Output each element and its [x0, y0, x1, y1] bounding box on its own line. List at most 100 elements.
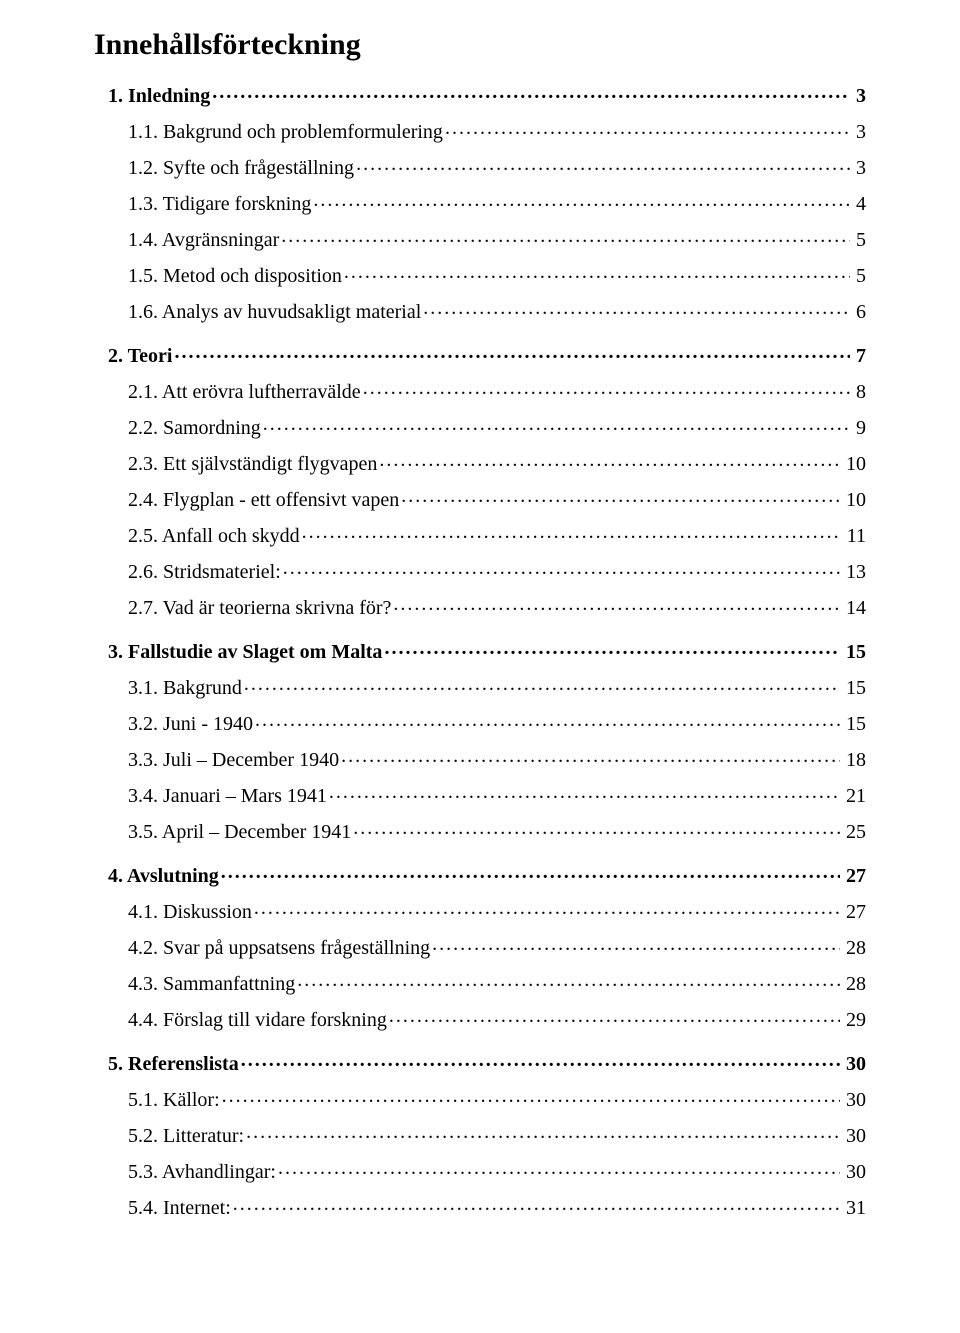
- toc-entry-label: 1.2. Syfte och frågeställning: [128, 158, 354, 178]
- toc-entry-page: 27: [842, 866, 866, 886]
- document-page: Innehållsförteckning 1. Inledning 3 1.1. B…: [0, 0, 960, 1333]
- toc-leader-dots: [212, 82, 850, 102]
- toc-leader-dots: [281, 226, 850, 246]
- toc-leader-dots: [302, 522, 841, 542]
- toc-entry-page: 11: [843, 526, 866, 546]
- toc-entry-page: 28: [842, 974, 866, 994]
- toc-leader-dots: [241, 1050, 840, 1070]
- toc-entry-label: 4. Avslutning: [108, 866, 219, 886]
- toc-leader-dots: [363, 378, 850, 398]
- toc-entry-level2: 1.6. Analys av huvudsakligt material 6: [94, 298, 866, 322]
- toc-entry-label: 2.7. Vad är teorierna skrivna för?: [128, 598, 391, 618]
- toc-entry-label: 3. Fallstudie av Slaget om Malta: [108, 642, 382, 662]
- toc-entry-page: 14: [842, 598, 866, 618]
- toc-entry-label: 3.1. Bakgrund: [128, 678, 242, 698]
- toc-entry-label: 5.4. Internet:: [128, 1198, 231, 1218]
- toc-entry-level2: 5.4. Internet: 31: [94, 1194, 866, 1218]
- toc-leader-dots: [278, 1158, 840, 1178]
- toc-entry-page: 18: [842, 750, 866, 770]
- toc-entry-label: 3.3. Juli – December 1940: [128, 750, 339, 770]
- toc-entry-label: 1. Inledning: [108, 86, 210, 106]
- toc-entry-label: 2.2. Samordning: [128, 418, 261, 438]
- toc-leader-dots: [344, 262, 850, 282]
- toc-entry-page: 30: [842, 1162, 866, 1182]
- toc-entry-level2: 1.2. Syfte och frågeställning 3: [94, 154, 866, 178]
- toc-entry-label: 4.1. Diskussion: [128, 902, 252, 922]
- toc-entry-label: 5.3. Avhandlingar:: [128, 1162, 276, 1182]
- toc-leader-dots: [384, 638, 840, 658]
- toc-entry-label: 5. Referenslista: [108, 1054, 239, 1074]
- toc-entry-label: 1.5. Metod och disposition: [128, 266, 342, 286]
- toc-entry-page: 21: [842, 786, 866, 806]
- toc-entry-label: 1.3. Tidigare forskning: [128, 194, 311, 214]
- toc-entry-page: 8: [852, 382, 866, 402]
- toc-title: Innehållsförteckning: [94, 28, 866, 62]
- toc-entry-level2: 4.1. Diskussion27: [94, 898, 866, 922]
- toc-entry-level2: 4.4. Förslag till vidare forskning29: [94, 1006, 866, 1030]
- toc-entry-level2: 2.2. Samordning 9: [94, 414, 866, 438]
- toc-leader-dots: [389, 1006, 840, 1026]
- toc-entry-level2: 2.5. Anfall och skydd 11: [94, 522, 866, 546]
- toc-entry-label: 2.3. Ett självständigt flygvapen: [128, 454, 377, 474]
- toc-entry-level2: 4.3. Sammanfattning 28: [94, 970, 866, 994]
- toc-leader-dots: [356, 154, 850, 174]
- toc-entry-level1: 3. Fallstudie av Slaget om Malta 15: [94, 638, 866, 662]
- toc-entry-level2: 2.6. Stridsmateriel: 13: [94, 558, 866, 582]
- toc-entry-page: 30: [842, 1126, 866, 1146]
- toc-entry-page: 10: [842, 490, 866, 510]
- toc-entry-label: 2.6. Stridsmateriel:: [128, 562, 281, 582]
- toc-leader-dots: [297, 970, 840, 990]
- toc-entry-level2: 3.1. Bakgrund15: [94, 674, 866, 698]
- toc-leader-dots: [174, 342, 850, 362]
- toc-entry-page: 28: [842, 938, 866, 958]
- toc-leader-dots: [313, 190, 850, 210]
- toc-entry-label: 3.4. Januari – Mars 1941: [128, 786, 327, 806]
- toc-leader-dots: [329, 782, 840, 802]
- toc-entry-page: 15: [842, 642, 866, 662]
- toc-entry-level2: 2.3. Ett självständigt flygvapen10: [94, 450, 866, 474]
- toc-leader-dots: [445, 118, 850, 138]
- toc-list: 1. Inledning 3 1.1. Bakgrund och problemfo…: [94, 82, 866, 1218]
- toc-leader-dots: [423, 298, 850, 318]
- toc-leader-dots: [222, 1086, 840, 1106]
- toc-entry-level2: 2.1. Att erövra luftherravälde8: [94, 378, 866, 402]
- toc-leader-dots: [341, 746, 840, 766]
- toc-entry-level2: 3.4. Januari – Mars 1941 21: [94, 782, 866, 806]
- toc-entry-label: 3.5. April – December 1941: [128, 822, 351, 842]
- toc-entry-level1: 1. Inledning 3: [94, 82, 866, 106]
- toc-entry-label: 4.4. Förslag till vidare forskning: [128, 1010, 387, 1030]
- toc-entry-level2: 3.3. Juli – December 1940 18: [94, 746, 866, 770]
- toc-entry-page: 4: [852, 194, 866, 214]
- toc-leader-dots: [283, 558, 840, 578]
- toc-entry-page: 31: [842, 1198, 866, 1218]
- toc-entry-page: 25: [842, 822, 866, 842]
- toc-leader-dots: [221, 862, 840, 882]
- toc-entry-label: 1.4. Avgränsningar: [128, 230, 279, 250]
- toc-leader-dots: [432, 934, 840, 954]
- toc-entry-level1: 4. Avslutning 27: [94, 862, 866, 886]
- toc-entry-page: 15: [842, 714, 866, 734]
- toc-entry-label: 1.1. Bakgrund och problemformulering: [128, 122, 443, 142]
- toc-entry-label: 1.6. Analys av huvudsakligt material: [128, 302, 421, 322]
- toc-entry-level2: 2.7. Vad är teorierna skrivna för? 14: [94, 594, 866, 618]
- toc-entry-page: 9: [852, 418, 866, 438]
- toc-entry-page: 6: [852, 302, 866, 322]
- toc-leader-dots: [254, 898, 840, 918]
- toc-entry-level2: 2.4. Flygplan - ett offensivt vapen10: [94, 486, 866, 510]
- toc-entry-level2: 1.1. Bakgrund och problemformulering3: [94, 118, 866, 142]
- toc-entry-label: 2.5. Anfall och skydd: [128, 526, 300, 546]
- toc-entry-page: 7: [852, 346, 866, 366]
- toc-entry-page: 3: [852, 158, 866, 178]
- toc-entry-label: 5.2. Litteratur:: [128, 1126, 244, 1146]
- toc-entry-label: 3.2. Juni - 1940: [128, 714, 253, 734]
- toc-entry-page: 3: [852, 86, 866, 106]
- toc-entry-level2: 5.3. Avhandlingar: 30: [94, 1158, 866, 1182]
- toc-entry-level2: 5.2. Litteratur: 30: [94, 1122, 866, 1146]
- toc-leader-dots: [233, 1194, 840, 1214]
- toc-entry-label: 2. Teori: [108, 346, 172, 366]
- toc-entry-level2: 1.4. Avgränsningar5: [94, 226, 866, 250]
- toc-entry-label: 4.3. Sammanfattning: [128, 974, 295, 994]
- toc-entry-label: 4.2. Svar på uppsatsens frågeställning: [128, 938, 430, 958]
- toc-entry-page: 13: [842, 562, 866, 582]
- toc-leader-dots: [393, 594, 840, 614]
